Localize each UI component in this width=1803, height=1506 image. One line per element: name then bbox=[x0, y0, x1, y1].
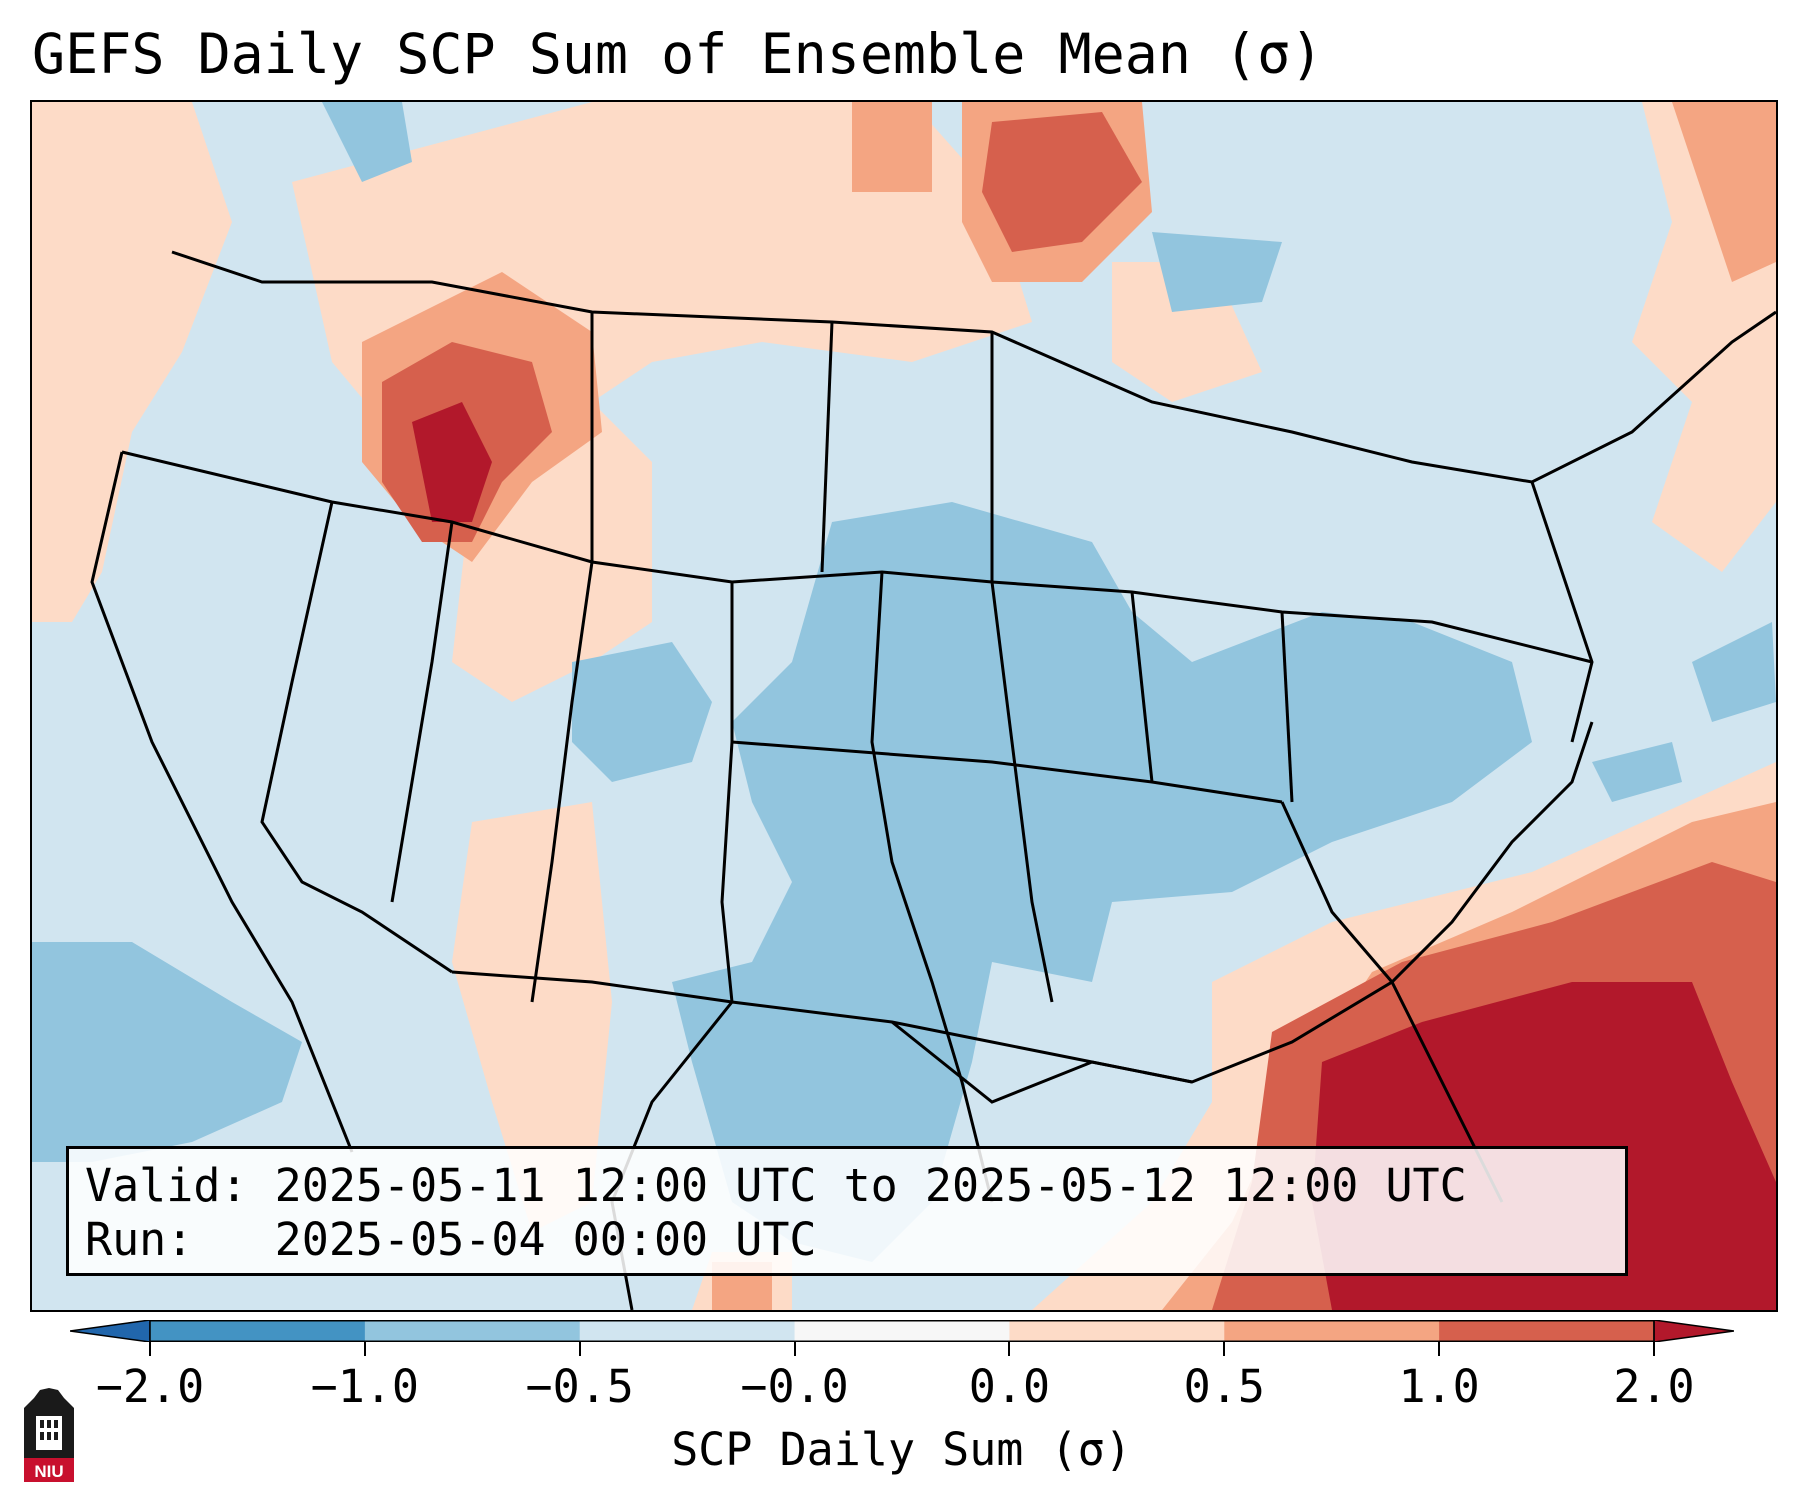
colorbar-ticks bbox=[0, 1342, 1803, 1422]
colorbar-segment bbox=[1439, 1320, 1655, 1342]
colorbar-tick-mark bbox=[363, 1342, 366, 1356]
colorbar-tick-mark bbox=[1653, 1342, 1655, 1356]
colorbar-tick-label: −2.0 bbox=[95, 1360, 205, 1413]
colorbar bbox=[70, 1320, 1734, 1342]
run-label: Run: bbox=[85, 1213, 194, 1266]
colorbar-extend-high bbox=[1653, 1320, 1734, 1342]
colorbar-segment bbox=[794, 1320, 1010, 1342]
colorbar-tick-mark bbox=[1008, 1342, 1011, 1356]
colorbar-tick-label: −0.5 bbox=[525, 1360, 634, 1413]
scp-field-map bbox=[32, 102, 1776, 1310]
colorbar-label: SCP Daily Sum (σ) bbox=[671, 1423, 1132, 1476]
colorbar-segment bbox=[150, 1320, 366, 1342]
colorbar-segment bbox=[579, 1320, 796, 1342]
valid-time-range: 2025-05-11 12:00 UTC to 2025-05-12 12:00… bbox=[274, 1159, 1467, 1212]
colorbar-tick-mark bbox=[149, 1342, 151, 1356]
map-title: GEFS Daily SCP Sum of Ensemble Mean (σ) bbox=[32, 22, 1324, 86]
colorbar-segment bbox=[364, 1320, 581, 1342]
colorbar-extend-low bbox=[70, 1320, 151, 1342]
colorbar-tick-mark bbox=[578, 1342, 581, 1356]
colorbar-tick-mark bbox=[1438, 1342, 1441, 1356]
colorbar-segment bbox=[1224, 1320, 1440, 1342]
colorbar-tick-label: −0.0 bbox=[740, 1360, 849, 1413]
university-seal-icon: NIU bbox=[24, 1388, 74, 1482]
valid-run-info-box: Valid: 2025-05-11 12:00 UTC to 2025-05-1… bbox=[66, 1146, 1628, 1276]
colorbar-tick-label: 0.0 bbox=[968, 1360, 1051, 1413]
colorbar-segment bbox=[1009, 1320, 1225, 1342]
colorbar-tick-mark bbox=[1223, 1342, 1226, 1356]
colorbar-tick-label: 2.0 bbox=[1613, 1360, 1695, 1413]
negative-regions bbox=[32, 102, 1776, 1262]
colorbar-tick-label: −1.0 bbox=[310, 1360, 420, 1413]
map-panel[interactable] bbox=[30, 100, 1778, 1312]
political-boundaries bbox=[90, 250, 1776, 1310]
logo-text: NIU bbox=[34, 1462, 63, 1481]
colorbar-tick-label: 0.5 bbox=[1183, 1360, 1265, 1413]
colorbar-tick-mark bbox=[793, 1342, 796, 1356]
colorbar-tick-label: 1.0 bbox=[1398, 1360, 1480, 1413]
run-time: 2025-05-04 00:00 UTC bbox=[274, 1213, 817, 1266]
valid-label: Valid: bbox=[85, 1159, 248, 1212]
